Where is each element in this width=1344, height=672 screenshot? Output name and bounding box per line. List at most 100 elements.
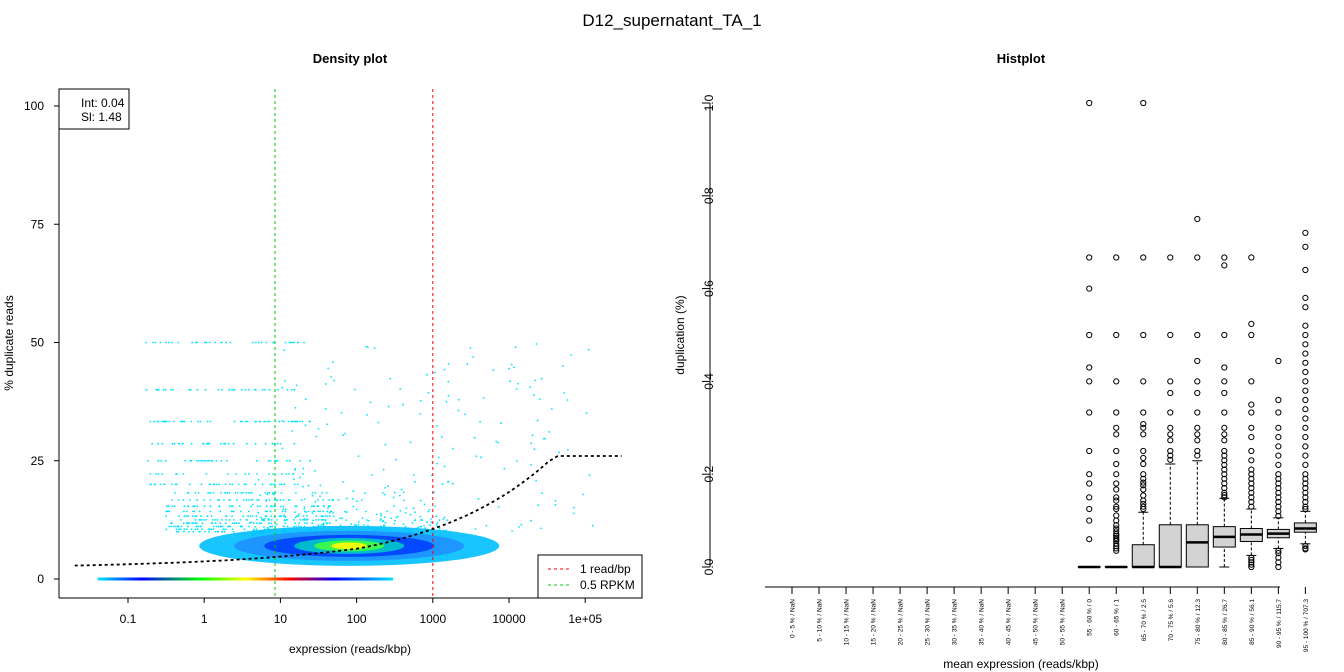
density-point	[457, 398, 460, 401]
density-point	[293, 442, 296, 445]
density-point	[457, 409, 460, 412]
density-point	[345, 511, 348, 514]
density-point	[241, 525, 244, 528]
hist-outlier	[1221, 480, 1228, 487]
hist-outlier	[1113, 409, 1120, 416]
hist-outlier	[1221, 409, 1228, 416]
density-point	[197, 525, 200, 528]
density-x-tick-label: 1000	[419, 612, 446, 626]
density-point	[399, 509, 402, 512]
density-point	[240, 388, 243, 391]
hist-x-tick-label: 75 - 80 % / 12.3	[1195, 599, 1202, 645]
density-point	[265, 341, 268, 344]
hist-outlier	[1221, 424, 1228, 431]
density-point	[207, 528, 210, 531]
hist-outlier	[1113, 547, 1120, 554]
density-point	[419, 519, 422, 521]
density-point	[393, 505, 395, 507]
density-point	[299, 476, 301, 479]
density-point	[292, 420, 295, 423]
density-point	[269, 459, 272, 462]
density-point	[192, 505, 195, 508]
density-point	[263, 526, 265, 528]
density-point	[288, 459, 291, 462]
density-point	[430, 518, 432, 520]
hist-outlier	[1275, 563, 1282, 571]
density-point	[220, 492, 223, 494]
density-point	[205, 519, 208, 521]
density-point	[280, 483, 283, 486]
density-point	[239, 519, 242, 521]
hist-outlier	[1221, 471, 1228, 478]
density-point	[350, 523, 352, 525]
hist-box	[1077, 99, 1101, 569]
hist-outlier	[1248, 434, 1255, 441]
density-point	[357, 523, 360, 526]
density-point	[187, 522, 189, 525]
density-point	[497, 506, 500, 508]
density-point	[294, 420, 297, 423]
density-point	[306, 519, 308, 521]
hist-outlier	[1140, 482, 1147, 489]
density-point	[250, 499, 252, 501]
density-point	[277, 442, 279, 445]
density-point	[419, 399, 422, 402]
hist-outlier	[1275, 485, 1282, 492]
density-point	[294, 505, 296, 508]
density-point	[308, 420, 311, 423]
hist-outlier	[1113, 545, 1120, 552]
density-point	[288, 473, 290, 475]
density-point	[245, 499, 248, 501]
fit-box: Int: 0.04 Sl: 1.48	[58, 88, 130, 130]
density-point	[303, 506, 306, 508]
density-point	[480, 456, 482, 459]
density-y-tick-label: 0	[37, 572, 44, 586]
density-point	[360, 499, 363, 501]
density-point	[154, 341, 157, 344]
density-point	[414, 519, 417, 521]
density-point	[443, 516, 446, 519]
hist-outlier	[1113, 486, 1120, 493]
hist-outlier	[1194, 254, 1201, 261]
hist-outlier	[1248, 447, 1255, 455]
hist-outlier	[1086, 447, 1093, 455]
density-point	[217, 388, 220, 391]
density-point	[402, 491, 405, 494]
density-point	[393, 491, 396, 494]
density-point	[500, 422, 502, 424]
density-x-tick-label: 100	[347, 612, 367, 626]
density-point	[157, 473, 160, 475]
density-point	[217, 530, 220, 533]
hist-outlier	[1302, 369, 1309, 376]
density-point	[283, 514, 286, 517]
hist-outlier	[1140, 454, 1147, 462]
density-point	[283, 349, 286, 352]
density-point	[315, 515, 318, 517]
density-point	[305, 511, 308, 513]
density-point	[189, 388, 192, 391]
density-point	[244, 420, 247, 423]
density-point	[389, 377, 392, 380]
density-point	[203, 341, 206, 344]
density-point	[202, 442, 204, 445]
density-point	[228, 505, 231, 508]
density-point	[356, 500, 358, 503]
hist-outlier	[1194, 357, 1201, 365]
legend-label-read-per-bp: 1 read/bp	[580, 562, 631, 576]
density-point	[190, 442, 193, 445]
density-point	[472, 356, 474, 358]
hist-outlier	[1194, 452, 1201, 459]
density-point	[210, 528, 213, 531]
density-point	[260, 341, 263, 344]
density-point	[255, 420, 257, 423]
hist-x-tick-label: 95 - 100 % / 707.3	[1303, 599, 1310, 653]
density-point	[249, 515, 252, 517]
density-point	[225, 528, 227, 531]
legend-label-rpkm: 0.5 RPKM	[580, 578, 635, 592]
hist-outlier	[1275, 480, 1282, 487]
hist-outlier	[1194, 409, 1201, 416]
density-point	[165, 510, 168, 513]
density-point	[357, 455, 360, 457]
density-point	[180, 420, 182, 423]
density-point	[200, 525, 202, 528]
